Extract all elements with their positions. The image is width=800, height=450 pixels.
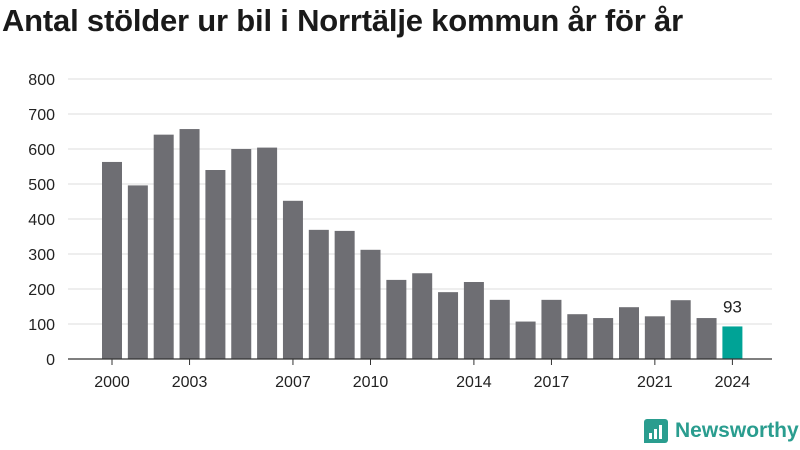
x-tick-label: 2000 [94, 374, 130, 391]
bar-2017 [541, 299, 562, 359]
bar-2008 [308, 229, 329, 359]
chart-title: Antal stölder ur bil i Norrtälje kommun … [2, 3, 683, 38]
bar-2001 [127, 185, 148, 359]
bar-2012 [412, 273, 433, 359]
bar-2018 [567, 314, 588, 359]
y-tick-label: 200 [28, 282, 55, 299]
y-tick-label: 0 [46, 352, 55, 369]
x-tick-label: 2017 [534, 374, 570, 391]
y-tick-label: 700 [28, 107, 55, 124]
y-tick-label: 100 [28, 317, 55, 334]
x-tick-label: 2003 [172, 374, 208, 391]
y-tick-label: 300 [28, 247, 55, 264]
bar-2020 [619, 307, 639, 359]
y-axis: 0 100 200 300 400 500 600 700 800 [28, 72, 55, 369]
bar-2015 [489, 299, 510, 359]
bar-2014 [463, 282, 484, 359]
bar-chart-icon [644, 419, 668, 443]
x-tick-label: 2010 [353, 374, 389, 391]
bar-2013 [438, 292, 459, 359]
brand-name: Newsworthy [675, 419, 799, 442]
y-tick-label: 400 [28, 212, 55, 229]
bar-2003 [179, 129, 200, 359]
x-tick-label: 2014 [456, 374, 492, 391]
bar-2005 [231, 149, 252, 359]
x-axis: 2000 2003 2007 2010 2014 2017 2021 2024 [68, 358, 772, 391]
bar-2023 [696, 318, 717, 359]
y-tick-label: 800 [28, 72, 55, 89]
bar-2002 [153, 134, 174, 359]
annotations: 93 [723, 297, 742, 316]
bar-2022 [670, 300, 691, 359]
data-label-2024: 93 [723, 297, 742, 316]
bar-2019 [593, 318, 614, 359]
x-tick-label: 2007 [275, 374, 311, 391]
bar-2021 [644, 316, 665, 359]
bar-2000 [102, 161, 122, 359]
x-tick-label: 2021 [637, 374, 673, 391]
bar-2016 [515, 321, 536, 359]
bar-2009 [334, 230, 355, 359]
newsworthy-logo: Newsworthy [644, 419, 799, 443]
x-tick-label: 2024 [715, 374, 751, 391]
y-tick-label: 500 [28, 177, 55, 194]
y-tick-label: 600 [28, 142, 55, 159]
bar-2010 [360, 249, 381, 359]
bar-2011 [386, 279, 407, 359]
bar-2007 [282, 200, 303, 359]
bar-2006 [257, 147, 278, 359]
bars [102, 129, 743, 359]
bar-2024 [722, 326, 743, 359]
bar-2004 [205, 170, 226, 359]
